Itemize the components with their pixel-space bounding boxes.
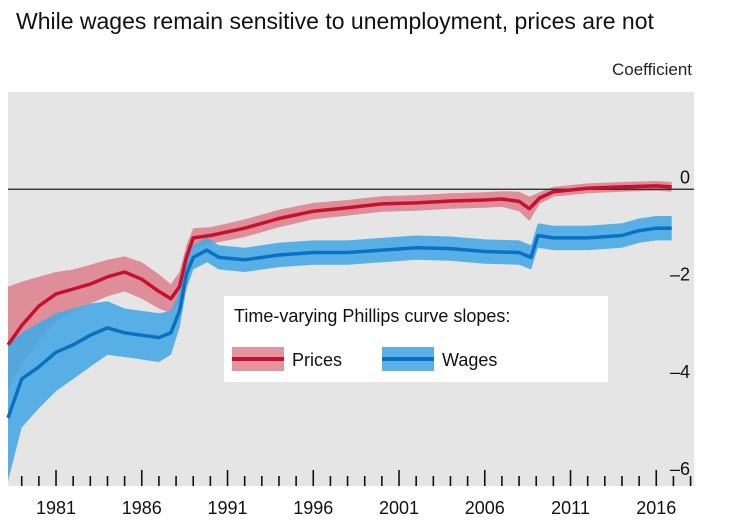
x-axis: 1981 1986 1991 1996 2001 2006 2011 2016 (20, 470, 692, 518)
series-lines (6, 184, 672, 419)
legend-wages-label: Wages (442, 350, 497, 370)
x-tick-label: 1986 (122, 498, 162, 518)
x-tick-label: 2001 (379, 498, 419, 518)
legend-title: Time-varying Phillips curve slopes: (234, 306, 510, 326)
y-tick-label: –4 (670, 362, 690, 382)
y-tick-label: –2 (670, 265, 690, 285)
x-tick-label: 1991 (207, 498, 247, 518)
wages-line (6, 226, 672, 419)
y-tick-label: –6 (670, 459, 690, 479)
x-tick-label: 1981 (36, 498, 76, 518)
y-unit-label: Coefficient (611, 60, 692, 79)
y-axis: 0 –2 –4 –6 (670, 167, 690, 479)
x-tick-label: 2011 (551, 498, 590, 518)
y-tick-label: 0 (680, 167, 690, 187)
confidence-bands (8, 181, 672, 482)
legend: Time-varying Phillips curve slopes: Pric… (224, 296, 608, 382)
x-tick-label: 2006 (465, 498, 505, 518)
prices-band (8, 181, 672, 389)
x-tick-label: 2016 (636, 498, 676, 518)
x-tick-label: 1996 (293, 498, 333, 518)
wages-band (8, 216, 672, 482)
chart-title: While wages remain sensitive to unemploy… (16, 8, 654, 34)
prices-line (6, 184, 672, 346)
legend-prices-label: Prices (292, 350, 342, 370)
